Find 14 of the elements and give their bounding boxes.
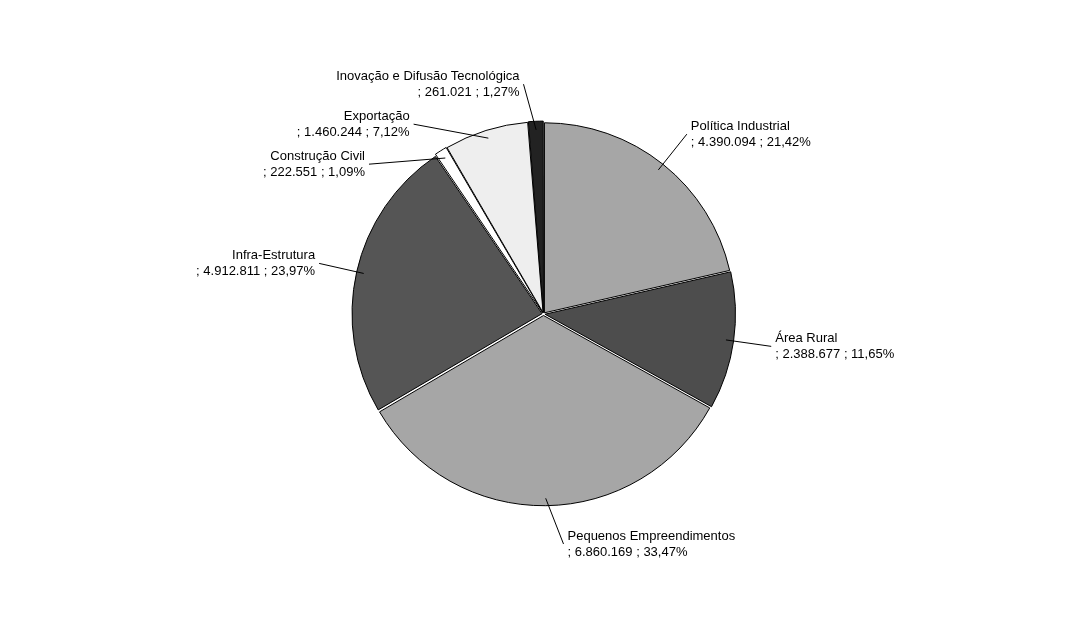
slice-label: Área Rural (775, 329, 838, 345)
slice-label: Política Industrial (690, 117, 790, 133)
data-label: ; 261.021 ; 1,27% (417, 83, 520, 99)
slice-label: Exportação (343, 107, 410, 123)
data-label: ; 1.460.244 ; 7,12% (296, 123, 411, 139)
data-label: ; 4.912.811 ; 23,97% (196, 262, 316, 278)
slice-label: Infra-Estrutura (232, 246, 316, 262)
slice-label: Construção Civil (270, 147, 366, 163)
slice-label: Pequenos Empreendimentos (567, 527, 736, 543)
data-label: ; 222.551 ; 1,09% (263, 163, 366, 179)
data-label: ; 2.388.677 ; 11,65% (775, 345, 895, 361)
data-label: ; 6.860.169 ; 33,47% (567, 543, 688, 559)
slice-label: Inovação e Difusão Tecnológica (336, 67, 521, 83)
data-label: ; 4.390.094 ; 21,42% (690, 133, 812, 149)
